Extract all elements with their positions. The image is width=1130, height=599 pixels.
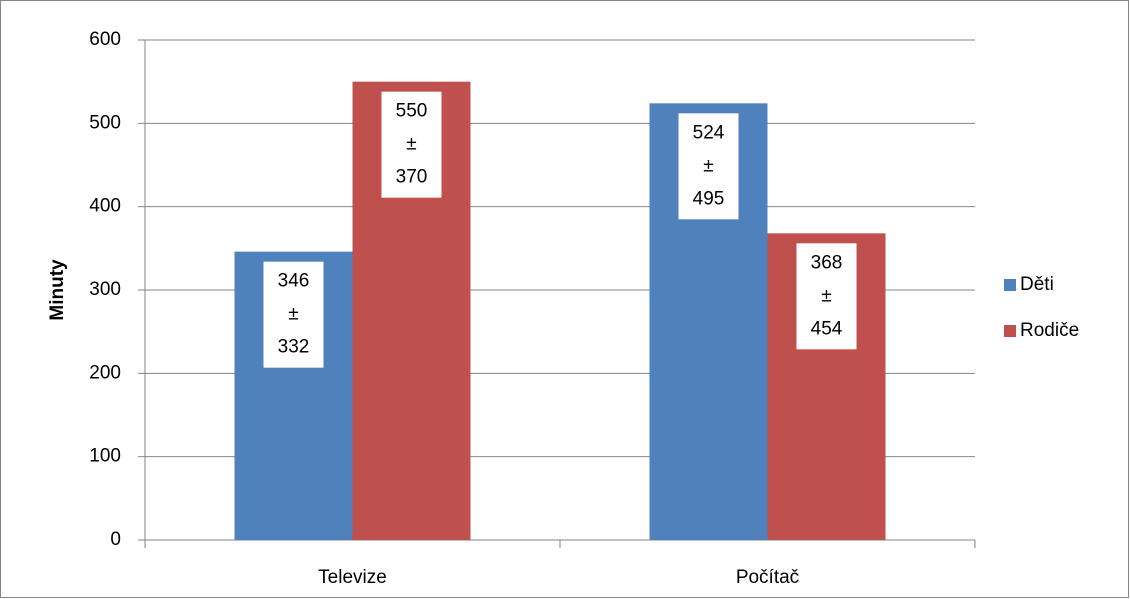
data-label: 368 ±454 bbox=[811, 252, 843, 339]
y-axis-label: Minuty bbox=[47, 259, 68, 321]
data-label-box bbox=[381, 91, 442, 198]
y-tick-label: 100 bbox=[89, 446, 121, 467]
x-tick-label: Počítač bbox=[736, 567, 799, 588]
y-tick-label: 0 bbox=[110, 529, 121, 550]
data-label-box bbox=[796, 243, 857, 350]
x-tick-label: Televize bbox=[318, 567, 387, 588]
data-label-box bbox=[263, 261, 324, 368]
y-tick-label: 200 bbox=[89, 362, 121, 383]
data-label: 550 ±370 bbox=[396, 101, 428, 188]
y-tick-label: 300 bbox=[89, 279, 121, 300]
data-label-box bbox=[678, 113, 739, 220]
y-tick-label: 500 bbox=[89, 112, 121, 133]
y-tick-label: 600 bbox=[89, 29, 121, 50]
legend-swatch bbox=[1004, 279, 1016, 291]
legend-swatch bbox=[1004, 325, 1016, 337]
data-label: 524 ±495 bbox=[693, 122, 725, 209]
legend-label: Rodiče bbox=[1020, 320, 1079, 341]
legend-label: Děti bbox=[1020, 274, 1054, 295]
data-label: 346 ±332 bbox=[278, 271, 310, 358]
y-tick-label: 400 bbox=[89, 196, 121, 217]
